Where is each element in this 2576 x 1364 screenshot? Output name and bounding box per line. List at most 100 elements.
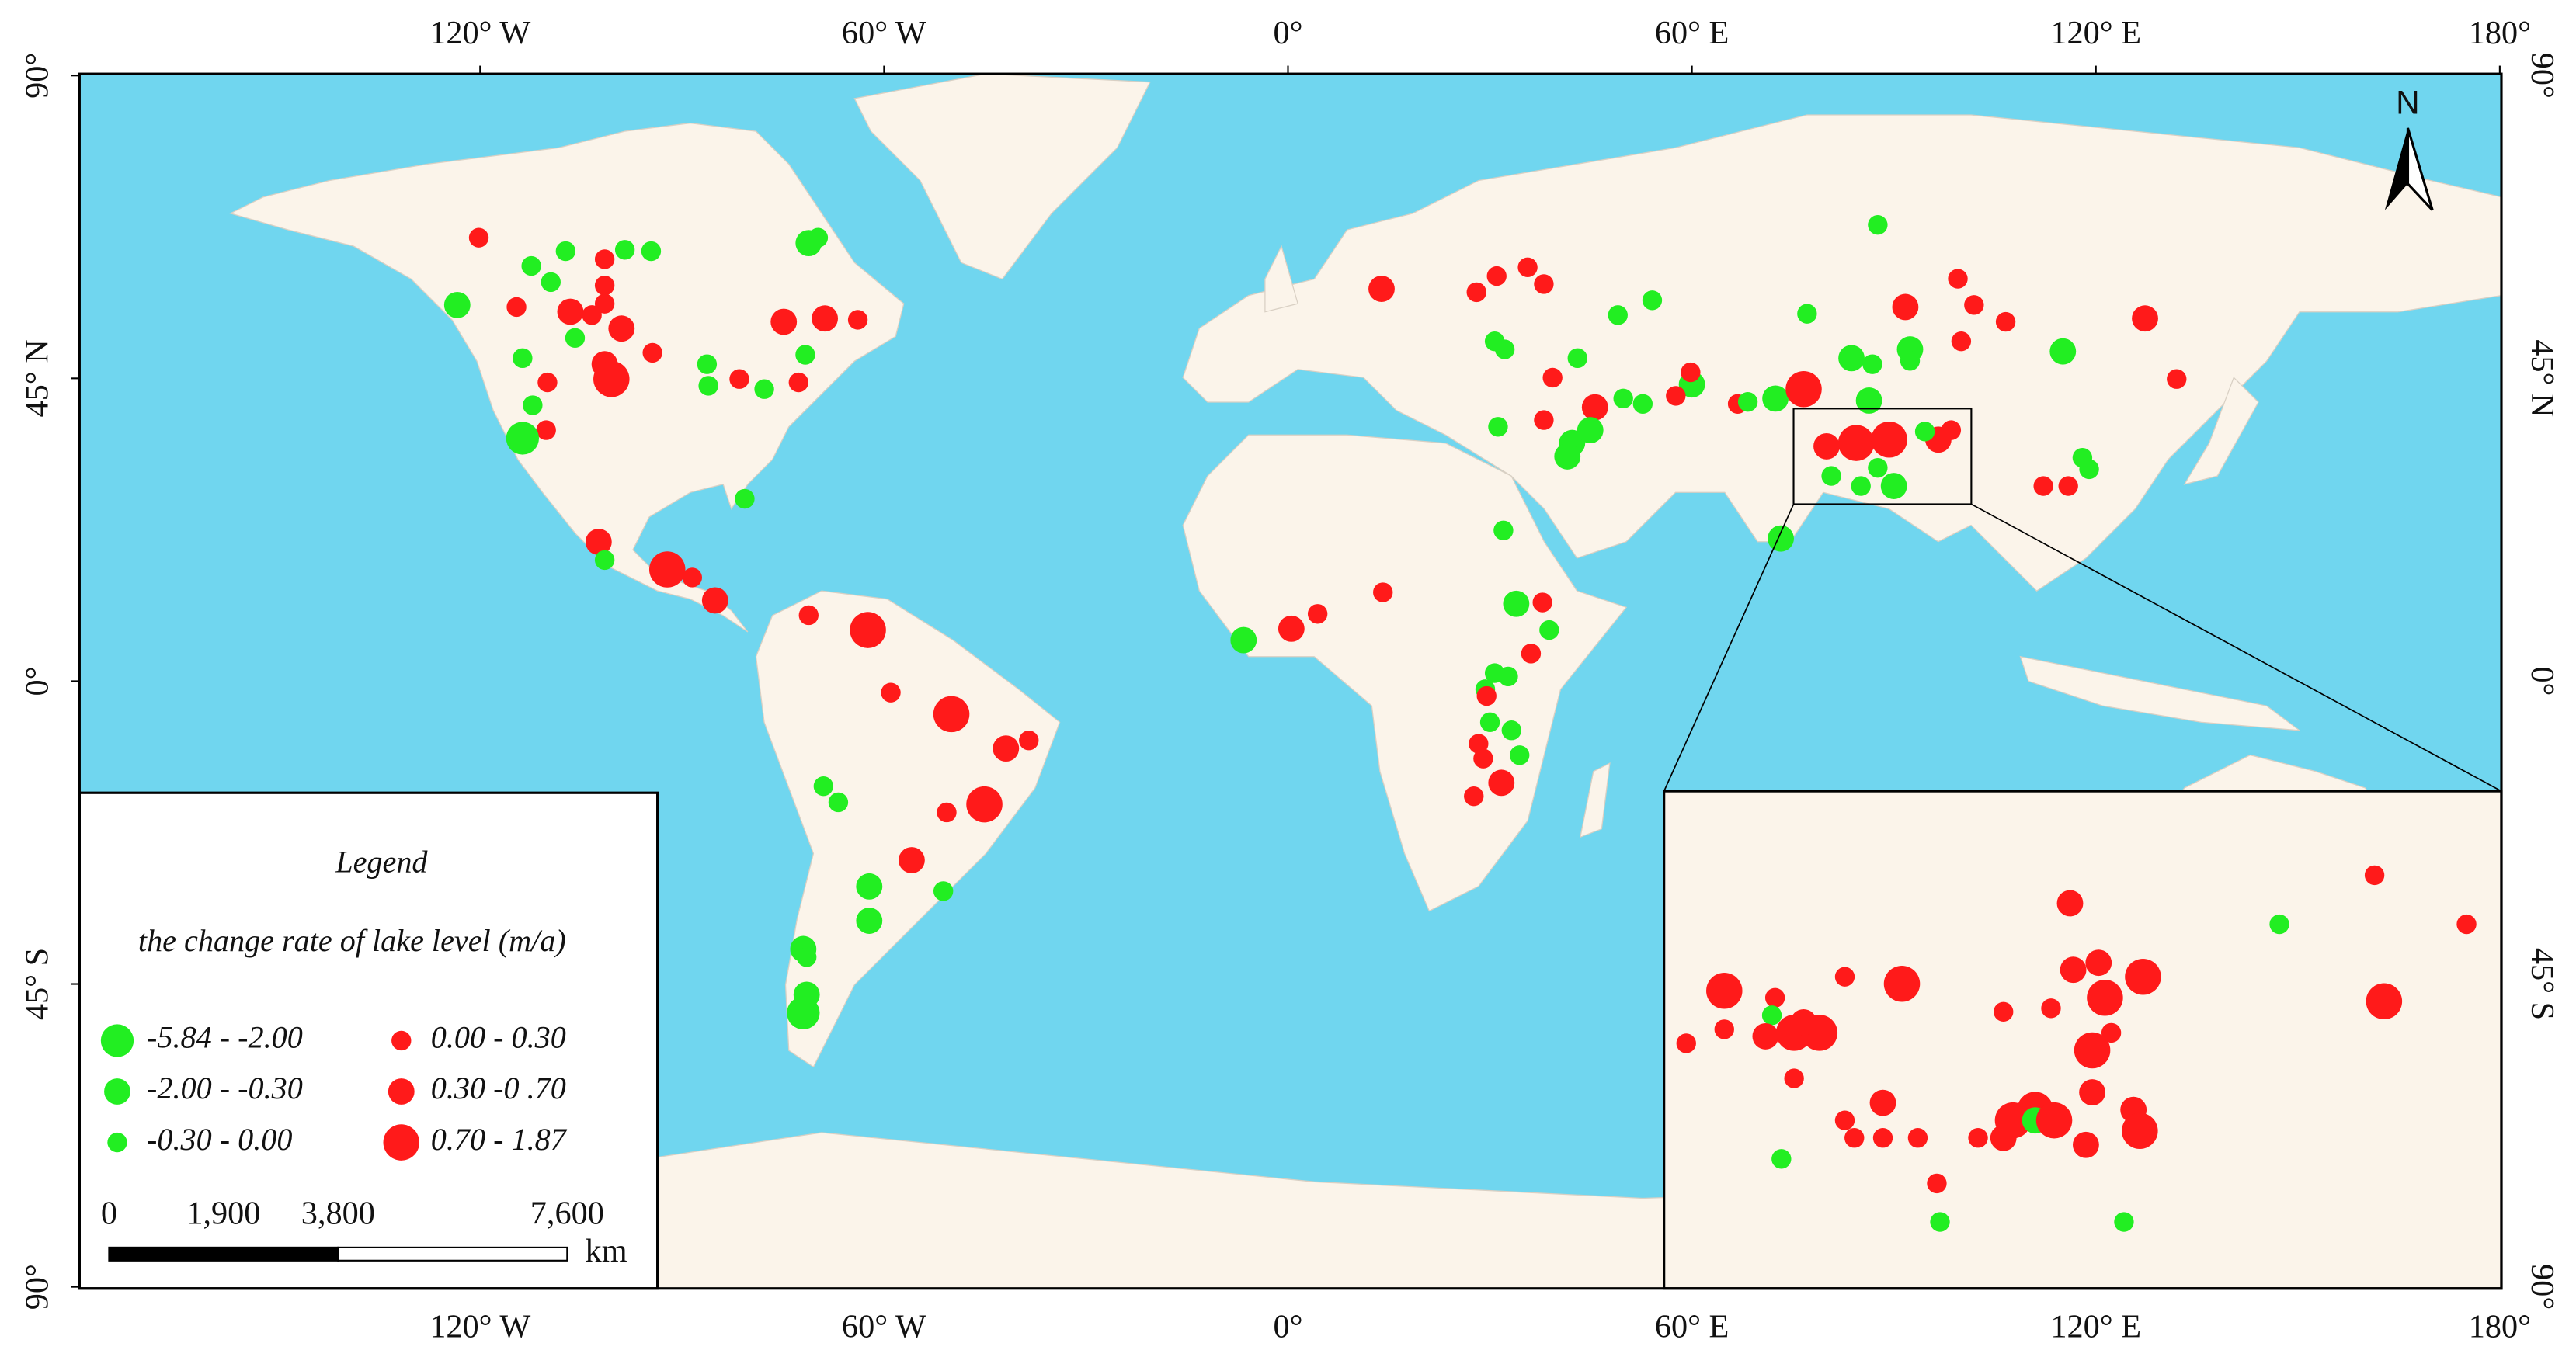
- lake: [966, 786, 1003, 823]
- lake: [593, 360, 630, 397]
- lake: [1892, 293, 1919, 321]
- lake: [1948, 269, 1968, 289]
- legend-label: 0.30 -0 .70: [431, 1071, 566, 1105]
- legend-symbol: [388, 1078, 415, 1105]
- lat-label-left: 0°: [19, 666, 55, 696]
- lake: [1542, 367, 1563, 388]
- inset-lake: [1844, 1128, 1865, 1148]
- lake: [565, 328, 586, 349]
- north-arrow: N: [2384, 84, 2434, 211]
- lon-label-bottom: 180°: [2469, 1308, 2531, 1345]
- lat-label-left: 90°: [19, 1264, 55, 1310]
- inset: [1663, 790, 2503, 1290]
- lon-label-top: 60° E: [1655, 15, 1730, 51]
- madagascar: [1580, 762, 1611, 838]
- legend-label: 0.70 - 1.87: [431, 1122, 568, 1157]
- lake: [1469, 734, 1489, 754]
- lake: [1534, 410, 1554, 430]
- inset-lake: [2269, 914, 2289, 935]
- lake: [1785, 370, 1822, 408]
- inset-lake: [1834, 967, 1855, 987]
- arrow-left: [2384, 127, 2408, 210]
- scale-label: 1,900: [186, 1195, 260, 1231]
- lake: [1821, 466, 1841, 486]
- inset-lake: [1872, 1128, 1893, 1148]
- japan: [2183, 377, 2259, 485]
- lake: [523, 395, 543, 415]
- inset-lake: [2114, 1212, 2134, 1232]
- inset-lake: [2074, 1032, 2111, 1069]
- inset-lake: [1869, 1089, 1896, 1116]
- indonesia: [2019, 655, 2302, 731]
- lake: [1498, 666, 1518, 687]
- lake: [850, 612, 886, 648]
- lake: [1486, 266, 1507, 286]
- lake: [537, 372, 558, 393]
- lake: [1368, 276, 1395, 302]
- lake: [614, 240, 635, 260]
- lake: [1534, 274, 1554, 294]
- legend-label: 0.00 - 0.30: [431, 1020, 566, 1055]
- inset-lake: [2056, 890, 2084, 917]
- lake: [1532, 592, 1552, 613]
- lake: [1466, 282, 1486, 303]
- lake: [1503, 590, 1530, 617]
- lake: [1868, 457, 1888, 478]
- inset-lake: [2101, 1022, 2122, 1043]
- inset-lake: [2366, 983, 2403, 1020]
- inset-lake: [2079, 1079, 2105, 1106]
- leader-line: [1970, 503, 2502, 792]
- lon-label-bottom: 60° E: [1655, 1308, 1730, 1345]
- lake: [2049, 338, 2077, 365]
- lake: [933, 881, 954, 901]
- lake: [641, 241, 662, 262]
- lake: [557, 298, 584, 325]
- lake: [1488, 417, 1508, 437]
- inset-lake: [1752, 1022, 1779, 1050]
- lake: [1871, 421, 1907, 458]
- lake: [1995, 311, 2016, 332]
- lake: [1855, 387, 1882, 414]
- lake: [2058, 476, 2078, 496]
- inset-lake: [1784, 1068, 1804, 1088]
- lake: [798, 605, 819, 626]
- legend-subtitle: the change rate of lake level (m/a): [138, 923, 566, 958]
- lake: [812, 305, 839, 332]
- lake: [513, 348, 533, 369]
- leader-line: [1663, 504, 1795, 792]
- lat-label-right: 0°: [2524, 666, 2560, 696]
- lake: [1521, 644, 1542, 664]
- lake: [1479, 712, 1500, 733]
- lake: [1278, 615, 1305, 642]
- lon-label-top: 120° W: [429, 15, 530, 51]
- lake: [642, 342, 662, 363]
- lake: [1608, 305, 1628, 325]
- lake: [585, 529, 612, 555]
- lake: [697, 354, 718, 374]
- lake: [2132, 305, 2158, 332]
- legend-label: -0.30 - 0.00: [147, 1122, 292, 1157]
- lake: [797, 947, 817, 967]
- inset-lake: [1883, 965, 1921, 1002]
- lat-label-right: 45° S: [2524, 948, 2560, 1020]
- inset-lake: [1927, 1173, 1947, 1194]
- lake: [1473, 748, 1493, 769]
- inset-lake: [2125, 958, 2161, 995]
- lon-label-bottom: 120° W: [429, 1308, 530, 1345]
- lake: [1539, 620, 1559, 640]
- lake: [1762, 385, 1789, 412]
- legend-label: -2.00 - -0.30: [147, 1071, 303, 1105]
- lake: [594, 276, 615, 296]
- lake: [1554, 443, 1581, 470]
- lake: [770, 308, 798, 335]
- north-america: [229, 122, 905, 633]
- lat-label-left: 45° S: [19, 948, 55, 1020]
- scale-unit: km: [586, 1233, 627, 1269]
- inset-lake: [2060, 956, 2087, 984]
- lon-label-top: 0°: [1273, 15, 1302, 51]
- greenland: [853, 73, 1151, 280]
- legend-label: -5.84 - -2.00: [147, 1020, 303, 1055]
- inset-lake: [1968, 1128, 1988, 1148]
- legend-symbol: [104, 1078, 130, 1105]
